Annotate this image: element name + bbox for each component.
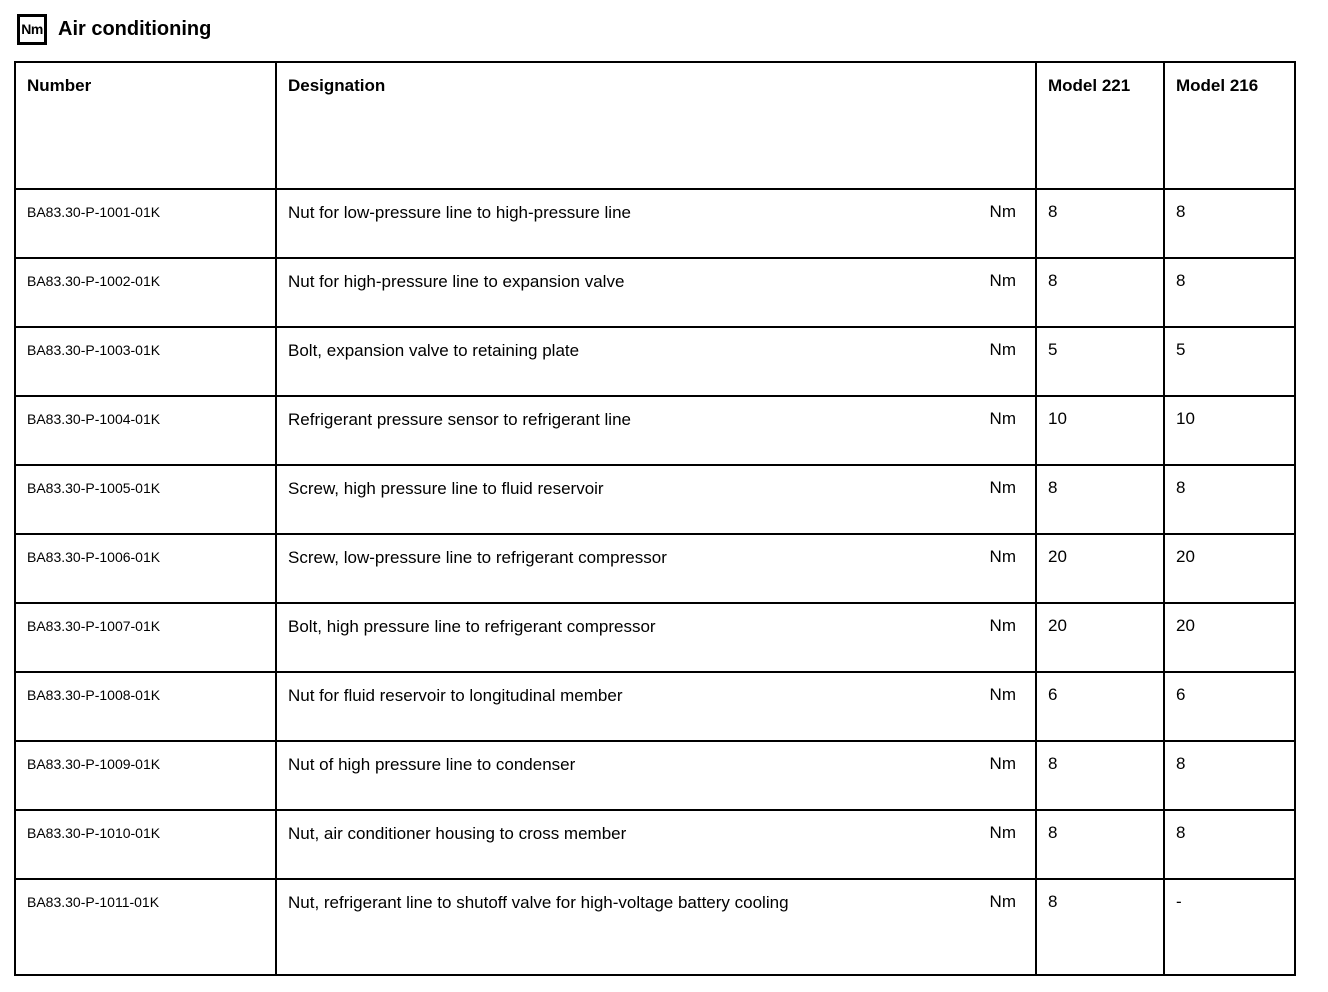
designation-text: Nut, refrigerant line to shutoff valve f…: [288, 893, 789, 912]
column-header-number: Number: [14, 61, 277, 190]
torque-unit-label: Nm: [989, 892, 1016, 911]
torque-unit-label: Nm: [989, 823, 1016, 842]
torque-unit-label: Nm: [989, 478, 1016, 497]
designation-layout: Bolt, expansion valve to retaining plate…: [288, 340, 1025, 362]
designation-text: Bolt, high pressure line to refrigerant …: [288, 617, 656, 636]
model216-value-cell: 20: [1163, 533, 1296, 604]
model221-value-cell: 8: [1035, 878, 1165, 976]
designation-cell: Nut for high-pressure line to expansion …: [275, 257, 1037, 328]
model216-value-cell: 8: [1163, 809, 1296, 880]
designation-layout: Nut of high pressure line to condenser N…: [288, 754, 1025, 776]
torque-nm-icon: Nm: [17, 13, 47, 45]
designation-layout: Refrigerant pressure sensor to refrigera…: [288, 409, 1025, 431]
torque-unit-label: Nm: [989, 754, 1016, 773]
designation-layout: Nut for low-pressure line to high-pressu…: [288, 202, 1025, 224]
model216-value-cell: 8: [1163, 188, 1296, 259]
designation-layout: Nut for high-pressure line to expansion …: [288, 271, 1025, 293]
model221-value-cell: 8: [1035, 809, 1165, 880]
page-title: Air conditioning: [58, 17, 212, 40]
part-number-cell: BA83.30-P-1010-01K: [14, 809, 277, 880]
page-header: Nm Air conditioning: [0, 0, 1328, 45]
designation-cell: Refrigerant pressure sensor to refrigera…: [275, 395, 1037, 466]
designation-text: Nut for high-pressure line to expansion …: [288, 272, 625, 291]
designation-cell: Bolt, expansion valve to retaining plate…: [275, 326, 1037, 397]
model216-value-cell: 6: [1163, 671, 1296, 742]
designation-layout: Screw, low-pressure line to refrigerant …: [288, 547, 1025, 569]
part-number-cell: BA83.30-P-1004-01K: [14, 395, 277, 466]
model216-value-cell: -: [1163, 878, 1296, 976]
designation-text: Screw, high pressure line to fluid reser…: [288, 479, 604, 498]
model221-value-cell: 6: [1035, 671, 1165, 742]
designation-text: Nut of high pressure line to condenser: [288, 755, 576, 774]
model216-value-cell: 8: [1163, 257, 1296, 328]
designation-text: Nut for low-pressure line to high-pressu…: [288, 203, 631, 222]
designation-text: Nut, air conditioner housing to cross me…: [288, 824, 627, 843]
torque-unit-label: Nm: [989, 202, 1016, 221]
table-row: BA83.30-P-1011-01K Nut, refrigerant line…: [14, 878, 1296, 976]
designation-cell: Bolt, high pressure line to refrigerant …: [275, 602, 1037, 673]
torque-table-body: BA83.30-P-1001-01K Nut for low-pressure …: [14, 188, 1296, 976]
model221-value-cell: 10: [1035, 395, 1165, 466]
model216-value-cell: 8: [1163, 464, 1296, 535]
part-number-cell: BA83.30-P-1002-01K: [14, 257, 277, 328]
table-row: BA83.30-P-1005-01K Screw, high pressure …: [14, 464, 1296, 535]
model216-value-cell: 5: [1163, 326, 1296, 397]
model216-value-cell: 10: [1163, 395, 1296, 466]
designation-text: Nut for fluid reservoir to longitudinal …: [288, 686, 623, 705]
torque-unit-label: Nm: [989, 547, 1016, 566]
part-number-cell: BA83.30-P-1006-01K: [14, 533, 277, 604]
designation-layout: Nut for fluid reservoir to longitudinal …: [288, 685, 1025, 707]
torque-unit-label: Nm: [989, 616, 1016, 635]
torque-unit-label: Nm: [989, 685, 1016, 704]
part-number-cell: BA83.30-P-1005-01K: [14, 464, 277, 535]
column-header-designation: Designation: [275, 61, 1037, 190]
designation-text: Bolt, expansion valve to retaining plate: [288, 341, 580, 360]
designation-cell: Nut of high pressure line to condenser N…: [275, 740, 1037, 811]
designation-text: Screw, low-pressure line to refrigerant …: [288, 548, 667, 567]
part-number-cell: BA83.30-P-1011-01K: [14, 878, 277, 976]
torque-unit-label: Nm: [989, 271, 1016, 290]
model216-value-cell: 8: [1163, 740, 1296, 811]
model221-value-cell: 8: [1035, 257, 1165, 328]
column-header-model216: Model 216: [1163, 61, 1296, 190]
designation-layout: Screw, high pressure line to fluid reser…: [288, 478, 1025, 500]
model221-value-cell: 8: [1035, 188, 1165, 259]
table-row: BA83.30-P-1007-01K Bolt, high pressure l…: [14, 602, 1296, 673]
designation-cell: Nut, refrigerant line to shutoff valve f…: [275, 878, 1037, 976]
designation-cell: Screw, high pressure line to fluid reser…: [275, 464, 1037, 535]
designation-layout: Nut, refrigerant line to shutoff valve f…: [288, 892, 1025, 914]
part-number-cell: BA83.30-P-1007-01K: [14, 602, 277, 673]
designation-layout: Nut, air conditioner housing to cross me…: [288, 823, 1025, 845]
model221-value-cell: 20: [1035, 602, 1165, 673]
part-number-cell: BA83.30-P-1003-01K: [14, 326, 277, 397]
designation-cell: Nut for low-pressure line to high-pressu…: [275, 188, 1037, 259]
table-row: BA83.30-P-1009-01K Nut of high pressure …: [14, 740, 1296, 811]
designation-cell: Nut for fluid reservoir to longitudinal …: [275, 671, 1037, 742]
torque-table: Number Designation Model 221 Model 216 B…: [14, 61, 1296, 976]
table-row: BA83.30-P-1003-01K Bolt, expansion valve…: [14, 326, 1296, 397]
torque-unit-label: Nm: [989, 409, 1016, 428]
column-header-model221: Model 221: [1035, 61, 1165, 190]
designation-cell: Nut, air conditioner housing to cross me…: [275, 809, 1037, 880]
table-row: BA83.30-P-1004-01K Refrigerant pressure …: [14, 395, 1296, 466]
designation-text: Refrigerant pressure sensor to refrigera…: [288, 410, 631, 429]
table-row: BA83.30-P-1010-01K Nut, air conditioner …: [14, 809, 1296, 880]
part-number-cell: BA83.30-P-1001-01K: [14, 188, 277, 259]
designation-cell: Screw, low-pressure line to refrigerant …: [275, 533, 1037, 604]
part-number-cell: BA83.30-P-1008-01K: [14, 671, 277, 742]
table-row: BA83.30-P-1008-01K Nut for fluid reservo…: [14, 671, 1296, 742]
table-header-row: Number Designation Model 221 Model 216: [14, 61, 1296, 190]
model221-value-cell: 8: [1035, 464, 1165, 535]
table-row: BA83.30-P-1001-01K Nut for low-pressure …: [14, 188, 1296, 259]
designation-layout: Bolt, high pressure line to refrigerant …: [288, 616, 1025, 638]
model216-value-cell: 20: [1163, 602, 1296, 673]
part-number-cell: BA83.30-P-1009-01K: [14, 740, 277, 811]
model221-value-cell: 8: [1035, 740, 1165, 811]
table-row: BA83.30-P-1006-01K Screw, low-pressure l…: [14, 533, 1296, 604]
model221-value-cell: 20: [1035, 533, 1165, 604]
model221-value-cell: 5: [1035, 326, 1165, 397]
torque-unit-label: Nm: [989, 340, 1016, 359]
table-row: BA83.30-P-1002-01K Nut for high-pressure…: [14, 257, 1296, 328]
